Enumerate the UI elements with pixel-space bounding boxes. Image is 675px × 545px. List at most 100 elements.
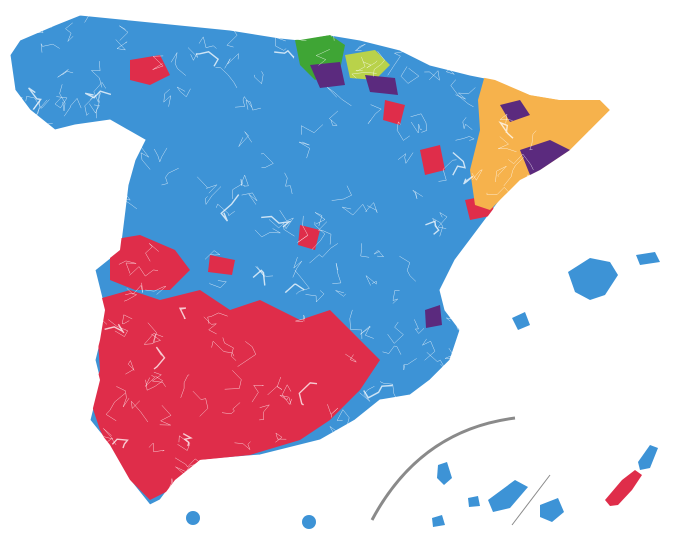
municipal-border (28, 328, 40, 336)
municipal-border (56, 310, 75, 321)
municipal-border (268, 219, 295, 237)
municipal-border (118, 260, 137, 274)
municipal-border (28, 87, 42, 110)
municipal-border (493, 377, 505, 393)
municipal-border (251, 385, 264, 403)
municipal-border (319, 476, 332, 493)
municipal-border (467, 271, 487, 288)
municipal-border (558, 296, 578, 324)
municipal-border (362, 60, 378, 69)
municipal-border (61, 164, 73, 177)
municipal-border (195, 51, 220, 67)
municipal-border (486, 186, 514, 198)
municipal-border (446, 481, 460, 502)
municipal-border (148, 442, 165, 453)
municipal-border (397, 450, 409, 466)
municipal-border (508, 153, 534, 171)
municipal-border (235, 96, 253, 108)
municipal-border (412, 189, 423, 199)
municipal-border (274, 476, 305, 487)
municipal-border (187, 47, 198, 61)
region-red-patch (208, 255, 235, 275)
municipal-border (275, 432, 287, 443)
municipal-border (177, 485, 191, 498)
municipal-border (145, 375, 164, 391)
municipal-border (375, 474, 397, 483)
municipal-border (489, 363, 506, 376)
municipal-border (327, 86, 352, 107)
municipal-border (292, 257, 303, 278)
municipal-border (541, 218, 553, 251)
municipal-border (47, 206, 66, 224)
municipal-border (197, 176, 218, 194)
municipal-border (111, 438, 129, 449)
municipal-border (267, 376, 283, 396)
municipal-border (207, 312, 228, 324)
municipal-border (462, 298, 479, 318)
municipal-border (74, 306, 85, 318)
region-catalonia-purple (500, 100, 530, 122)
municipal-border (359, 386, 375, 402)
municipal-border (159, 405, 172, 426)
municipal-border (397, 152, 414, 164)
municipal-border (222, 337, 237, 361)
municipal-border (586, 66, 599, 88)
municipal-border (79, 239, 93, 256)
municipal-border (484, 316, 498, 333)
municipal-border (298, 382, 318, 406)
municipal-border (83, 371, 95, 398)
municipal-border (335, 290, 346, 297)
municipal-border (525, 353, 543, 385)
municipal-border (131, 400, 149, 423)
municipal-border (32, 344, 41, 373)
municipal-border (498, 121, 514, 139)
municipal-border (105, 393, 126, 422)
municipal-border (437, 211, 448, 229)
region-red-patch (383, 100, 405, 125)
municipal-border (463, 175, 474, 185)
municipal-border (275, 37, 287, 51)
municipal-border (331, 20, 343, 37)
municipal-border (577, 175, 589, 185)
municipal-border (410, 113, 428, 133)
municipal-border (499, 113, 513, 124)
municipal-border (63, 97, 82, 117)
municipal-border (485, 466, 504, 485)
municipal-border (40, 275, 54, 301)
municipal-border (314, 212, 326, 227)
municipal-border (463, 457, 477, 476)
municipal-border (91, 229, 99, 246)
municipal-border (163, 89, 172, 107)
municipal-border (546, 419, 567, 441)
island-ibiza (512, 312, 530, 330)
municipal-border (495, 165, 507, 183)
municipal-border (126, 282, 143, 295)
municipal-border (392, 290, 400, 304)
municipal-border (382, 345, 402, 355)
municipal-border (462, 117, 473, 130)
municipal-border (490, 475, 501, 487)
municipal-border (279, 210, 295, 230)
municipal-border (44, 296, 63, 308)
municipal-border (387, 321, 404, 344)
municipal-border (234, 441, 251, 450)
municipal-border (69, 461, 99, 494)
municipal-border (327, 404, 339, 418)
municipal-border (581, 15, 590, 21)
municipal-border (485, 15, 508, 24)
municipal-border (509, 375, 521, 393)
municipal-border (261, 215, 292, 228)
municipal-border (528, 361, 540, 377)
municipal-border (342, 203, 368, 216)
municipal-border (108, 319, 129, 337)
municipal-border (460, 367, 488, 379)
municipal-border (455, 87, 476, 100)
municipal-border (259, 404, 270, 421)
municipal-border (125, 360, 135, 375)
municipal-border (97, 15, 112, 16)
municipal-border (554, 72, 568, 90)
region-purple-patch (365, 75, 398, 95)
municipal-border (381, 413, 405, 434)
municipal-border (579, 152, 593, 168)
